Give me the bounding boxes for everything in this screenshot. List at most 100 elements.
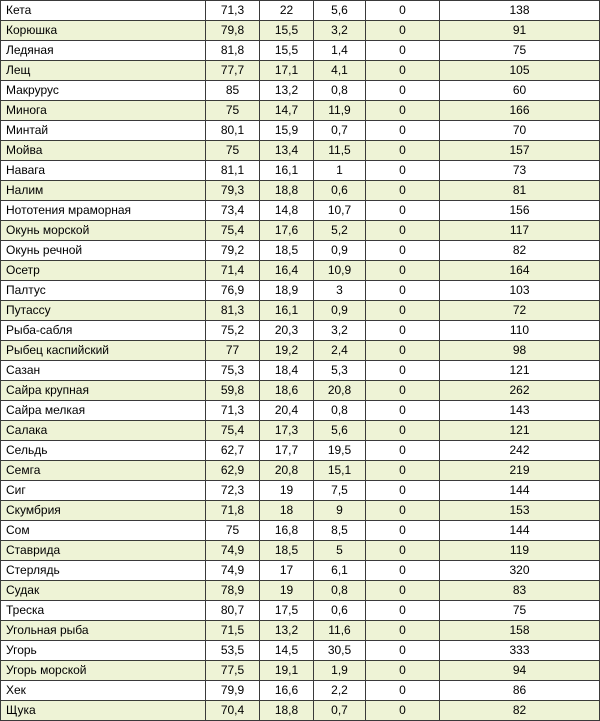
- fat-cell: 3,2: [313, 20, 366, 41]
- carbs-cell: 0: [365, 300, 440, 321]
- fish-name-cell: Семга: [0, 460, 206, 481]
- table-row: Палтус 76,9 18,9 3 0 103: [0, 280, 600, 301]
- carbs-cell: 0: [365, 660, 440, 681]
- fat-cell: 0,9: [313, 240, 366, 261]
- water-cell: 62,9: [205, 460, 260, 481]
- table-row: Сайра мелкая 71,3 20,4 0,8 0 143: [0, 400, 600, 421]
- calories-cell: 75: [439, 40, 600, 61]
- protein-cell: 18,8: [259, 700, 314, 721]
- water-cell: 81,3: [205, 300, 260, 321]
- calories-cell: 105: [439, 60, 600, 81]
- fish-name-cell: Осетр: [0, 260, 206, 281]
- water-cell: 77,7: [205, 60, 260, 81]
- protein-cell: 17: [259, 560, 314, 581]
- calories-cell: 72: [439, 300, 600, 321]
- water-cell: 75,3: [205, 360, 260, 381]
- carbs-cell: 0: [365, 160, 440, 181]
- water-cell: 78,9: [205, 580, 260, 601]
- carbs-cell: 0: [365, 340, 440, 361]
- table-row: Мойва 75 13,4 11,5 0 157: [0, 140, 600, 161]
- protein-cell: 16,6: [259, 680, 314, 701]
- protein-cell: 16,8: [259, 520, 314, 541]
- fat-cell: 8,5: [313, 520, 366, 541]
- carbs-cell: 0: [365, 280, 440, 301]
- fish-name-cell: Ледяная: [0, 40, 206, 61]
- calories-cell: 82: [439, 700, 600, 721]
- carbs-cell: 0: [365, 620, 440, 641]
- table-row: Угорь 53,5 14,5 30,5 0 333: [0, 640, 600, 661]
- carbs-cell: 0: [365, 420, 440, 441]
- water-cell: 75,4: [205, 220, 260, 241]
- protein-cell: 16,1: [259, 160, 314, 181]
- water-cell: 73,4: [205, 200, 260, 221]
- fish-name-cell: Макрурус: [0, 80, 206, 101]
- calories-cell: 94: [439, 660, 600, 681]
- table-row: Треска 80,7 17,5 0,6 0 75: [0, 600, 600, 621]
- fish-name-cell: Сом: [0, 520, 206, 541]
- fish-name-cell: Нототения мраморная: [0, 200, 206, 221]
- fat-cell: 7,5: [313, 480, 366, 501]
- protein-cell: 18,6: [259, 380, 314, 401]
- table-row: Минтай 80,1 15,9 0,7 0 70: [0, 120, 600, 141]
- carbs-cell: 0: [365, 20, 440, 41]
- water-cell: 71,5: [205, 620, 260, 641]
- table-row: Ледяная 81,8 15,5 1,4 0 75: [0, 40, 600, 61]
- water-cell: 79,2: [205, 240, 260, 261]
- table-row: Стерлядь 74,9 17 6,1 0 320: [0, 560, 600, 581]
- calories-cell: 75: [439, 600, 600, 621]
- protein-cell: 17,3: [259, 420, 314, 441]
- fat-cell: 0,8: [313, 80, 366, 101]
- protein-cell: 18,8: [259, 180, 314, 201]
- carbs-cell: 0: [365, 240, 440, 261]
- table-row: Салака 75,4 17,3 5,6 0 121: [0, 420, 600, 441]
- protein-cell: 18,5: [259, 240, 314, 261]
- water-cell: 75,2: [205, 320, 260, 341]
- table-row: Путассу 81,3 16,1 0,9 0 72: [0, 300, 600, 321]
- fat-cell: 19,5: [313, 440, 366, 461]
- table-row: Осетр 71,4 16,4 10,9 0 164: [0, 260, 600, 281]
- fat-cell: 0,8: [313, 400, 366, 421]
- protein-cell: 20,3: [259, 320, 314, 341]
- fish-name-cell: Сайра мелкая: [0, 400, 206, 421]
- table-row: Макрурус 85 13,2 0,8 0 60: [0, 80, 600, 101]
- fat-cell: 2,4: [313, 340, 366, 361]
- fish-name-cell: Сельдь: [0, 440, 206, 461]
- carbs-cell: 0: [365, 640, 440, 661]
- calories-cell: 153: [439, 500, 600, 521]
- calories-cell: 166: [439, 100, 600, 121]
- fish-name-cell: Минтай: [0, 120, 206, 141]
- table-row: Угорь морской 77,5 19,1 1,9 0 94: [0, 660, 600, 681]
- fat-cell: 4,1: [313, 60, 366, 81]
- fish-name-cell: Угорь: [0, 640, 206, 661]
- protein-cell: 13,2: [259, 620, 314, 641]
- calories-cell: 262: [439, 380, 600, 401]
- calories-cell: 117: [439, 220, 600, 241]
- fat-cell: 5: [313, 540, 366, 561]
- table-row: Щука 70,4 18,8 0,7 0 82: [0, 700, 600, 721]
- table-row: Навага 81,1 16,1 1 0 73: [0, 160, 600, 181]
- table-row: Нототения мраморная 73,4 14,8 10,7 0 156: [0, 200, 600, 221]
- water-cell: 74,9: [205, 540, 260, 561]
- carbs-cell: 0: [365, 680, 440, 701]
- table-row: Сом 75 16,8 8,5 0 144: [0, 520, 600, 541]
- calories-cell: 320: [439, 560, 600, 581]
- protein-cell: 14,5: [259, 640, 314, 661]
- fish-name-cell: Минога: [0, 100, 206, 121]
- fat-cell: 3,2: [313, 320, 366, 341]
- fat-cell: 0,9: [313, 300, 366, 321]
- water-cell: 80,7: [205, 600, 260, 621]
- calories-cell: 143: [439, 400, 600, 421]
- calories-cell: 73: [439, 160, 600, 181]
- water-cell: 53,5: [205, 640, 260, 661]
- carbs-cell: 0: [365, 580, 440, 601]
- carbs-cell: 0: [365, 60, 440, 81]
- carbs-cell: 0: [365, 360, 440, 381]
- calories-cell: 83: [439, 580, 600, 601]
- fish-name-cell: Мойва: [0, 140, 206, 161]
- fish-name-cell: Сиг: [0, 480, 206, 501]
- water-cell: 72,3: [205, 480, 260, 501]
- fat-cell: 30,5: [313, 640, 366, 661]
- fat-cell: 9: [313, 500, 366, 521]
- table-row: Окунь морской 75,4 17,6 5,2 0 117: [0, 220, 600, 241]
